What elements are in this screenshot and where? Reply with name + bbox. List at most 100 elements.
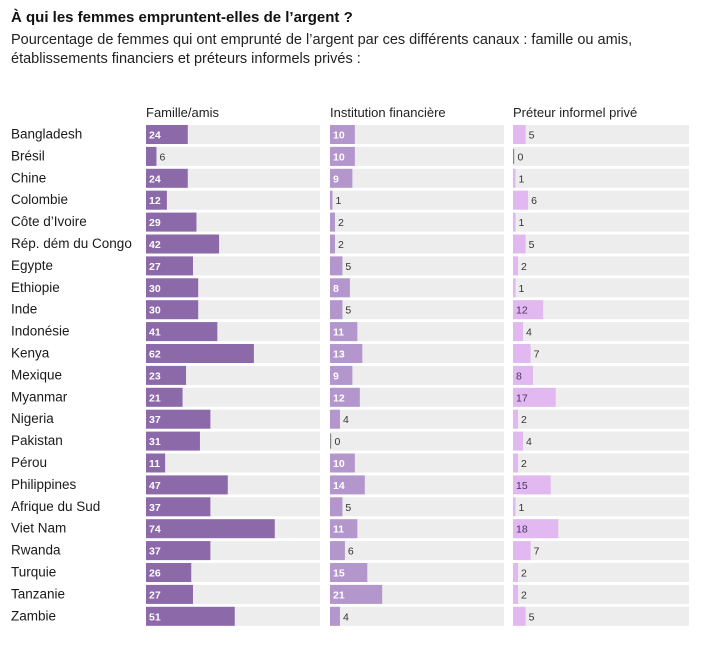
bar-track xyxy=(330,497,504,517)
bar xyxy=(513,475,551,495)
bar-value-label: 13 xyxy=(333,349,345,361)
bar-value-label: 37 xyxy=(149,546,161,558)
bar xyxy=(513,519,559,539)
bar-value-label: 7 xyxy=(534,546,540,558)
row-label: Mexique xyxy=(11,367,62,382)
bar-value-label: 15 xyxy=(333,568,345,580)
bar xyxy=(330,453,355,473)
row-label: Nigeria xyxy=(11,411,54,426)
chart-row: Kenya 62 13 7 xyxy=(11,344,689,363)
chart-row: Chine 24 9 1 xyxy=(11,168,689,188)
bar xyxy=(513,409,519,429)
bar-value-label: 21 xyxy=(333,589,345,601)
bar-track xyxy=(513,475,689,495)
bar-value-label: 51 xyxy=(149,611,161,623)
row-label: Afrique du Sud xyxy=(11,499,100,514)
bar-value-label: 8 xyxy=(333,283,339,295)
chart-row: Indonésie 41 11 4 xyxy=(11,322,689,342)
chart-subtitle: Pourcentage de femmes qui ont emprunté d… xyxy=(11,32,633,67)
bar-track xyxy=(513,256,689,276)
chart-row: Côte d’Ivoire 29 2 1 xyxy=(11,212,689,232)
bar-value-label: 9 xyxy=(333,370,339,382)
bar-track xyxy=(146,453,320,473)
bar-value-label: 31 xyxy=(149,436,161,448)
row-label: Rép. dém du Congo xyxy=(11,236,132,251)
bar-value-label: 5 xyxy=(529,611,535,623)
bar xyxy=(146,563,192,582)
column-header-0: Famille/amis xyxy=(146,105,219,120)
bar xyxy=(146,409,211,429)
row-label: Zambie xyxy=(11,608,56,623)
bar xyxy=(330,365,353,385)
bar-value-label: 30 xyxy=(149,305,161,317)
bar xyxy=(146,190,167,210)
chart-row: Ethiopie 30 8 1 xyxy=(11,278,689,298)
bar-track xyxy=(330,563,504,582)
bar xyxy=(146,212,197,232)
bar-value-label: 2 xyxy=(521,261,527,273)
bar xyxy=(330,256,343,276)
bar xyxy=(330,433,332,449)
row-label: Viet Nam xyxy=(11,521,66,536)
bar xyxy=(513,541,531,561)
bar-track xyxy=(330,541,504,561)
row-label: Colombie xyxy=(11,192,68,207)
bar xyxy=(146,584,193,604)
bar xyxy=(330,168,353,188)
chart-row: Philippines 47 14 15 xyxy=(11,475,689,495)
bar-value-label: 10 xyxy=(333,458,345,470)
bar-track xyxy=(330,431,504,451)
bar-value-label: 4 xyxy=(343,611,349,623)
bar xyxy=(146,278,199,298)
bar-track xyxy=(330,344,504,363)
bar-track xyxy=(330,519,504,539)
bar xyxy=(146,453,166,473)
chart-row: Brésil 6 10 0 xyxy=(11,146,689,166)
bar-value-label: 6 xyxy=(531,195,537,207)
bar-value-label: 10 xyxy=(333,130,345,142)
row-label: Ethiopie xyxy=(11,280,60,295)
bar-track xyxy=(330,125,504,144)
bar-track xyxy=(330,606,504,626)
bar-value-label: 1 xyxy=(335,195,341,207)
bar xyxy=(330,475,365,495)
bar xyxy=(513,168,516,188)
bar-value-label: 24 xyxy=(149,130,161,142)
bar xyxy=(513,212,516,232)
bar-value-label: 11 xyxy=(333,524,344,536)
bar xyxy=(330,387,360,407)
row-label: Rwanda xyxy=(11,543,61,558)
bar xyxy=(146,344,254,363)
bar-value-label: 42 xyxy=(149,239,161,251)
bar xyxy=(330,125,355,144)
bar-value-label: 1 xyxy=(519,217,525,229)
bar-track xyxy=(513,497,689,517)
bar-value-label: 29 xyxy=(149,217,161,229)
bar xyxy=(513,278,516,298)
chart-row: Turquie 26 15 2 xyxy=(11,563,689,582)
bar-track xyxy=(330,234,504,254)
bar-value-label: 8 xyxy=(516,370,522,382)
chart-title: À qui les femmes empruntent-elles de l’a… xyxy=(11,9,353,26)
bar xyxy=(513,234,526,254)
bar xyxy=(146,322,218,342)
row-label: Côte d’Ivoire xyxy=(11,214,87,229)
bar-value-label: 5 xyxy=(345,502,351,514)
bar xyxy=(330,344,363,363)
bar-value-label: 2 xyxy=(521,568,527,580)
bar xyxy=(330,497,343,517)
bar-track xyxy=(513,234,689,254)
chart-row: Viet Nam 74 11 18 xyxy=(11,519,689,539)
bar-value-label: 11 xyxy=(149,458,160,470)
chart-row: Zambie 51 4 5 xyxy=(11,606,689,626)
bar-value-label: 0 xyxy=(335,436,341,448)
bar-track xyxy=(330,387,504,407)
bar xyxy=(330,234,335,254)
bar xyxy=(146,541,211,561)
bar xyxy=(513,365,534,385)
bar xyxy=(146,497,211,517)
bar-track xyxy=(330,300,504,320)
bar xyxy=(513,148,515,164)
bar-value-label: 5 xyxy=(529,239,535,251)
chart-row: Pérou 11 10 2 xyxy=(11,453,689,473)
